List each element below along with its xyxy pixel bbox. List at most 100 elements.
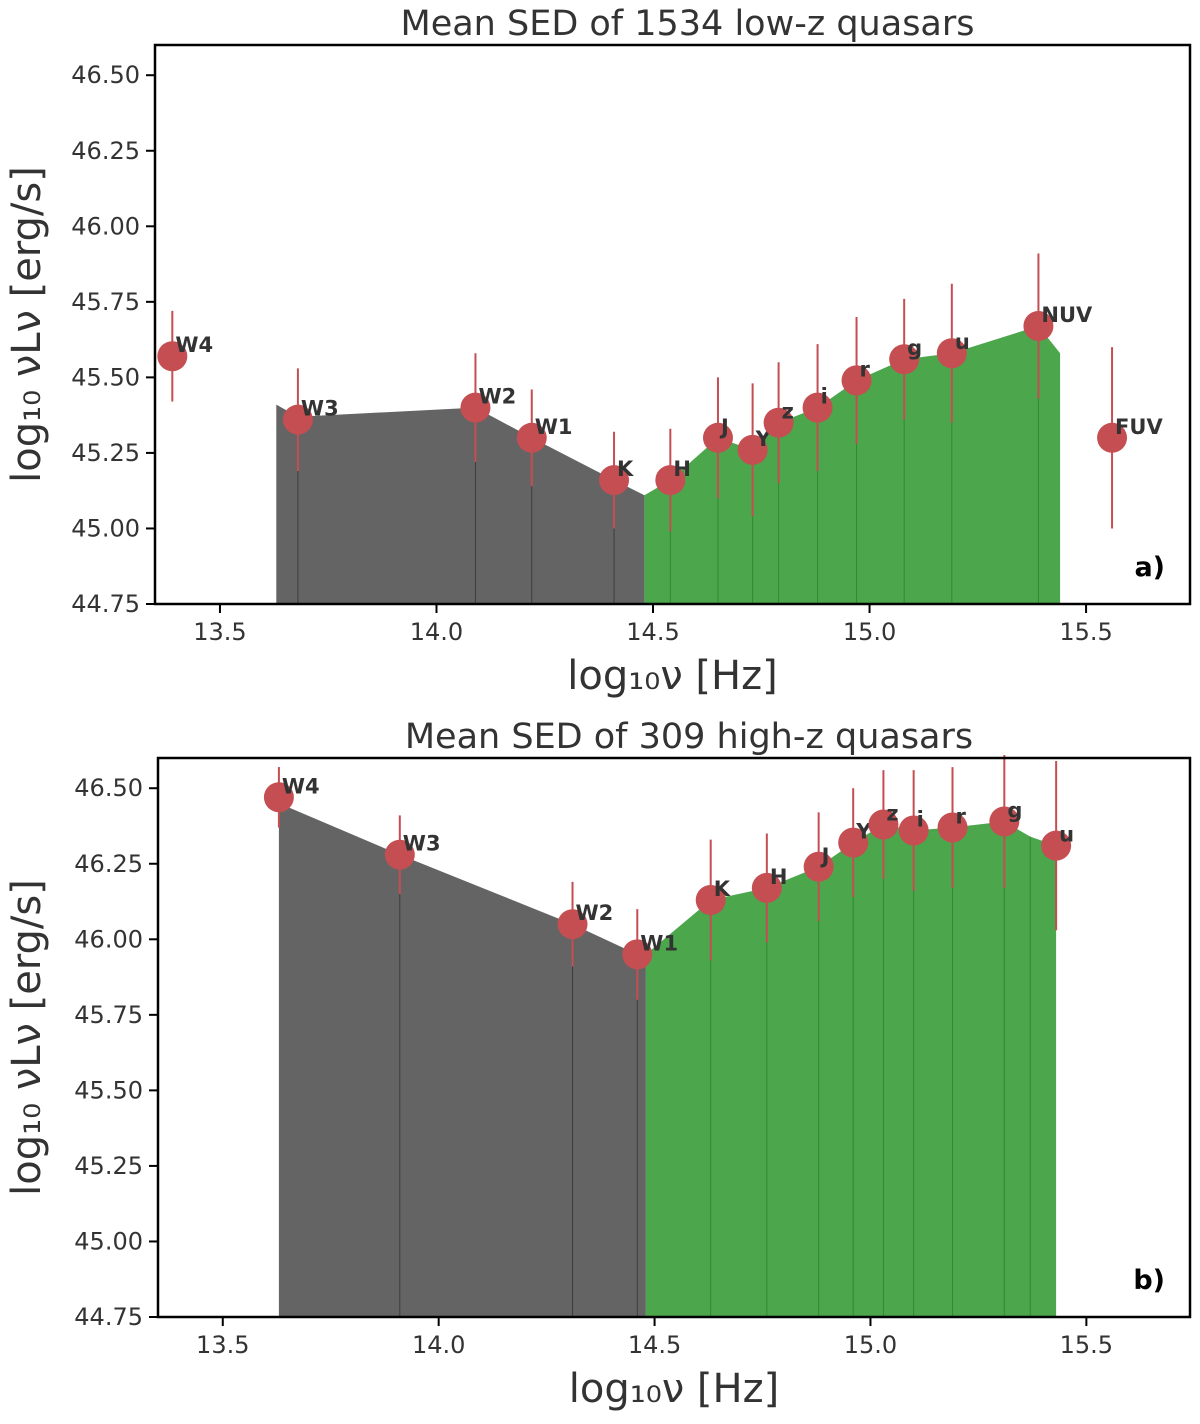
data-point	[737, 434, 768, 465]
y-tick-label: 45.00	[74, 1227, 143, 1255]
point-label: W4	[175, 333, 213, 357]
data-point	[263, 782, 294, 813]
data-point	[868, 809, 899, 840]
point-label: J	[719, 415, 729, 439]
data-point	[751, 872, 782, 903]
y-tick-label: 46.50	[74, 774, 143, 802]
point-label: W3	[301, 397, 339, 421]
point-label: g	[1007, 798, 1022, 822]
data-point	[516, 422, 547, 453]
y-tick-label: 46.00	[71, 212, 140, 240]
x-tick-label: 13.5	[196, 1331, 249, 1359]
data-point	[599, 465, 630, 496]
y-tick-label: 45.25	[74, 1152, 143, 1180]
data-point	[802, 392, 833, 423]
data-point	[1097, 422, 1128, 453]
point-label: W2	[576, 901, 614, 925]
point-label: H	[673, 457, 691, 481]
x-axis-label: log₁₀ν [Hz]	[567, 653, 777, 699]
x-tick-label: 14.5	[628, 1331, 681, 1359]
chart-title: Mean SED of 1534 low-z quasars	[401, 4, 975, 44]
data-point	[763, 407, 794, 438]
x-tick-label: 14.0	[410, 618, 463, 646]
data-point	[695, 885, 726, 916]
point-label: i	[821, 385, 828, 409]
point-label: Y	[755, 427, 772, 451]
y-tick-label: 45.00	[71, 514, 140, 542]
point-label: u	[1059, 823, 1074, 847]
y-tick-label: 45.75	[74, 1001, 143, 1029]
point-label: H	[770, 865, 788, 889]
plot-frame	[156, 756, 1192, 1319]
y-tick-label: 45.75	[71, 288, 140, 316]
point-label: NUV	[1041, 303, 1093, 327]
ir-fill-region	[276, 404, 645, 604]
data-point	[157, 341, 188, 372]
point-label: Y	[855, 820, 872, 844]
point-label: W1	[535, 415, 573, 439]
point-label: z	[782, 400, 794, 424]
point-label: K	[714, 877, 731, 901]
x-tick-label: 14.0	[412, 1331, 465, 1359]
x-tick-label: 13.5	[193, 618, 246, 646]
point-label: J	[820, 844, 830, 868]
point-label: W4	[282, 774, 320, 798]
data-point	[838, 827, 869, 858]
point-label: g	[907, 336, 922, 360]
data-point	[460, 392, 491, 423]
chart-title: Mean SED of 309 high-z quasars	[405, 717, 973, 757]
y-tick-label: 45.50	[74, 1076, 143, 1104]
data-point	[803, 851, 834, 882]
point-label: z	[886, 801, 898, 825]
optical-fill-region	[645, 821, 1057, 1317]
ir-fill-region	[278, 803, 646, 1317]
y-tick-label: 46.25	[71, 137, 140, 165]
data-point	[936, 338, 967, 369]
x-axis-label: log₁₀ν [Hz]	[569, 1366, 779, 1412]
data-point	[655, 465, 686, 496]
data-point	[989, 806, 1020, 837]
data-point	[1041, 830, 1072, 861]
data-point	[702, 422, 733, 453]
plot-frame	[153, 43, 1192, 606]
data-point	[937, 812, 968, 843]
point-label: i	[917, 808, 924, 832]
chart-panel-b: W4 W3 W2 W1 K H J Yz i r g u 13.5 14.0 14.5 15.0 15.5 44.…	[4, 717, 1192, 1412]
point-label: r	[860, 357, 871, 381]
point-label: W2	[478, 385, 516, 409]
point-label: W3	[403, 832, 441, 856]
y-tick-label: 44.75	[71, 590, 140, 618]
x-tick-label: 15.5	[1060, 1331, 1113, 1359]
panel-label: a)	[1134, 552, 1165, 583]
data-point	[282, 404, 313, 435]
optical-fill-region	[644, 326, 1061, 604]
x-tick-label: 15.0	[844, 1331, 897, 1359]
x-tick-label: 14.5	[626, 618, 679, 646]
data-point	[841, 365, 872, 396]
point-label: FUV	[1115, 415, 1163, 439]
y-axis-label: log₁₀ νLν [erg/s]	[4, 879, 50, 1196]
y-tick-label: 46.25	[74, 850, 143, 878]
data-point	[384, 839, 415, 870]
point-label: W1	[640, 931, 678, 955]
point-label: r	[956, 804, 967, 828]
y-tick-label: 46.00	[74, 925, 143, 953]
data-point	[557, 909, 588, 940]
data-point	[622, 939, 653, 970]
chart-panel-a: W4 W3 W2 W1 K H J Yz i r g u NUV FUV 13.5 14.0 14.5 15.0 1…	[4, 4, 1192, 699]
y-tick-label: 45.25	[71, 439, 140, 467]
point-label: K	[617, 457, 634, 481]
data-point	[1023, 311, 1054, 342]
data-point	[898, 815, 929, 846]
data-point	[889, 344, 920, 375]
x-tick-label: 15.5	[1059, 618, 1112, 646]
y-axis-label: log₁₀ νLν [erg/s]	[4, 166, 50, 483]
y-tick-label: 45.50	[71, 363, 140, 391]
panel-label: b)	[1133, 1265, 1165, 1296]
x-tick-label: 15.0	[843, 618, 896, 646]
point-label: u	[955, 330, 970, 354]
y-tick-label: 44.75	[74, 1303, 143, 1331]
y-tick-label: 46.50	[71, 61, 140, 89]
